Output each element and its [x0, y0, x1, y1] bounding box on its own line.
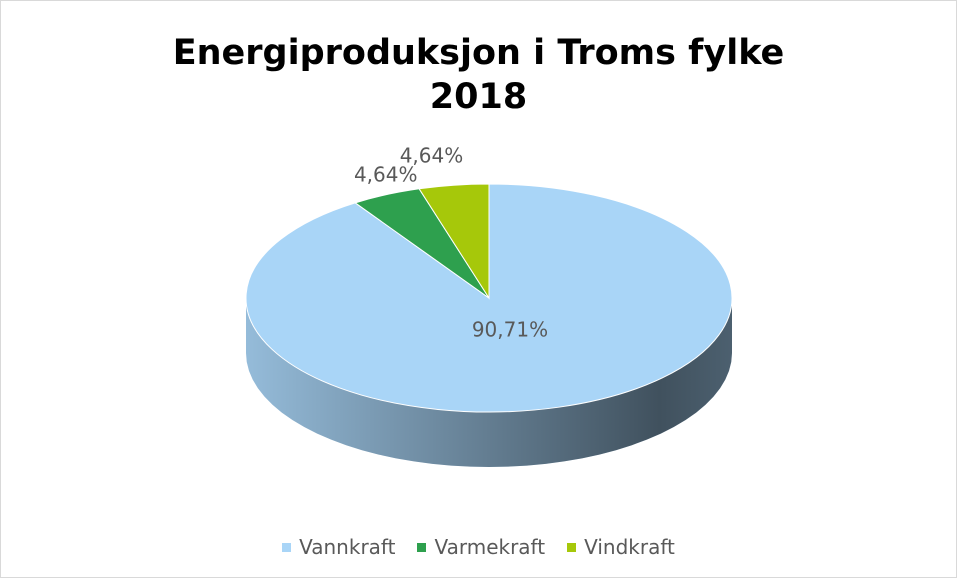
pie-slice [418, 183, 490, 300]
pie-side-shade [246, 298, 732, 467]
legend-item: Vindkraft [567, 535, 675, 559]
legend-swatch [282, 542, 292, 552]
data-label: 4,64% [354, 162, 418, 186]
legend-label: Vannkraft [299, 535, 396, 559]
pie-tops [245, 183, 733, 413]
legend-label: Vindkraft [584, 535, 675, 559]
data-labels: 90,71% 4,64%4,64% [354, 144, 548, 342]
legend-item: Varmekraft [417, 535, 545, 559]
data-label: 4,64% [400, 144, 464, 168]
legend-item: Vannkraft [282, 535, 395, 559]
legend: Vannkraft Varmekraft Vindkraft [1, 535, 956, 559]
data-label: 90,71% [472, 317, 548, 341]
pie-sides [246, 298, 732, 467]
legend-swatch [417, 542, 427, 552]
title-box: Energiproduksjon i Troms fylke 2018 [1, 31, 956, 119]
legend-label: Varmekraft [434, 535, 546, 559]
chart-title: Energiproduksjon i Troms fylke 2018 [172, 33, 785, 117]
legend-swatch [567, 542, 577, 552]
